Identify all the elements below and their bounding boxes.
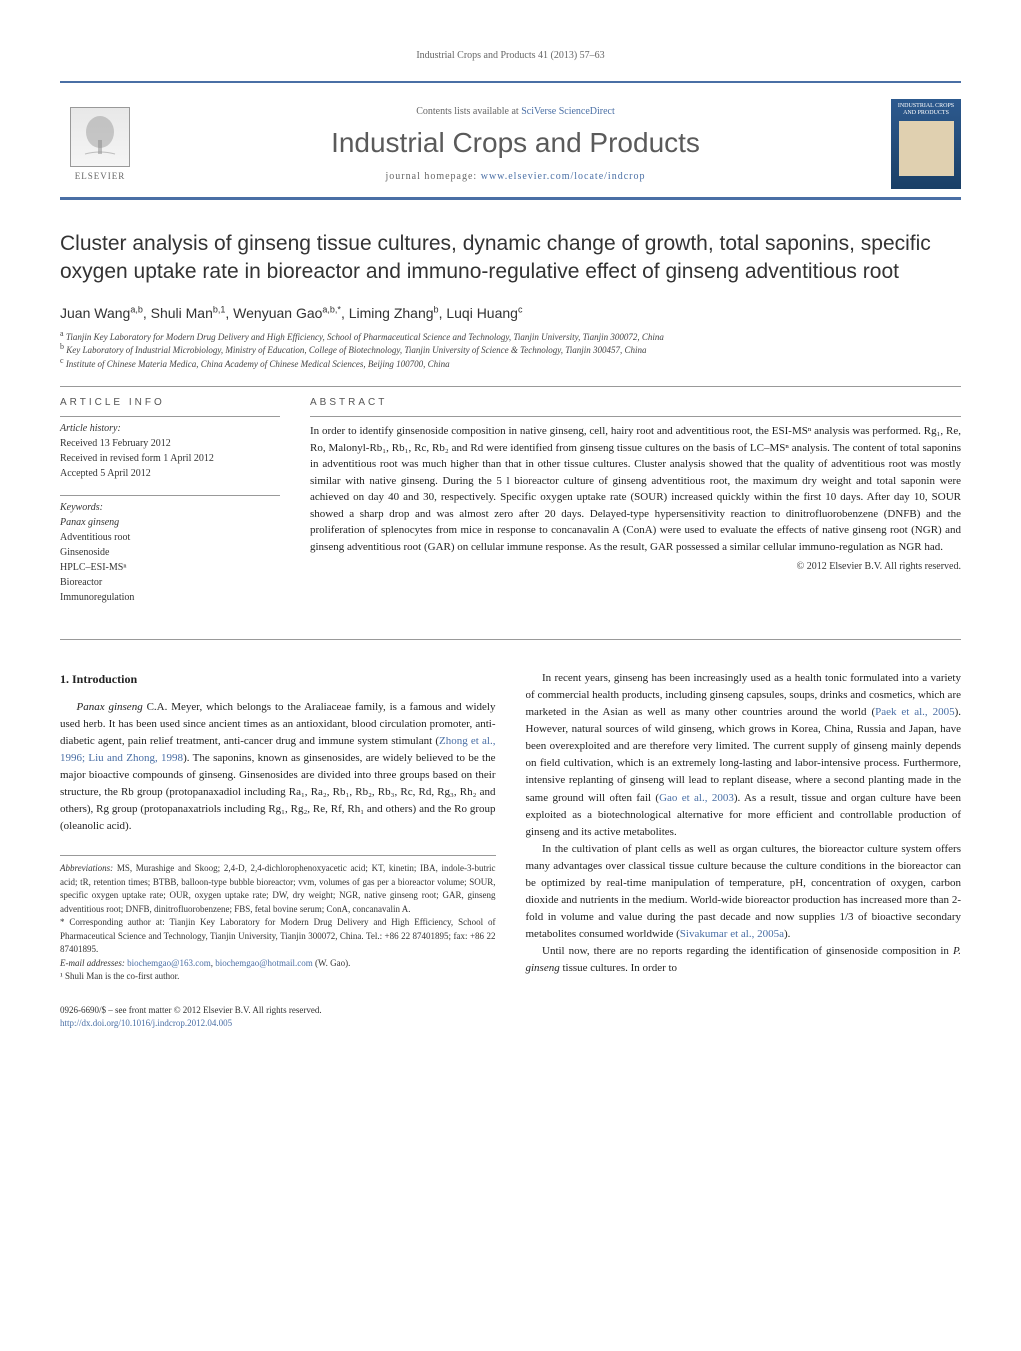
body-paragraph: In recent years, ginseng has been increa… <box>526 670 962 840</box>
divider <box>60 386 961 387</box>
journal-name: Industrial Crops and Products <box>140 127 891 159</box>
masthead: ELSEVIER Contents lists available at Sci… <box>60 91 961 198</box>
article-title: Cluster analysis of ginseng tissue cultu… <box>60 230 961 287</box>
history-line: Received 13 February 2012 <box>60 436 280 451</box>
abstract-text: In order to identify ginsenoside composi… <box>310 416 961 555</box>
contents-prefix: Contents lists available at <box>416 106 521 117</box>
email-link-1[interactable]: biochemgao@163.com <box>127 958 211 968</box>
front-matter-line: 0926-6690/$ – see front matter © 2012 El… <box>60 1004 496 1018</box>
body-paragraph: Until now, there are no reports regardin… <box>526 943 962 977</box>
abstract-heading: ABSTRACT <box>310 397 961 408</box>
history-block: Article history: Received 13 February 20… <box>60 416 280 481</box>
email-tail: (W. Gao). <box>313 958 351 968</box>
doi-link[interactable]: http://dx.doi.org/10.1016/j.indcrop.2012… <box>60 1018 232 1028</box>
divider <box>60 639 961 640</box>
affiliations: a Tianjin Key Laboratory for Modern Drug… <box>60 331 961 372</box>
history-label: Article history: <box>60 423 280 434</box>
rule-top <box>60 81 961 83</box>
keyword: Ginsenoside <box>60 545 280 560</box>
rule-bottom <box>60 198 961 200</box>
page: Industrial Crops and Products 41 (2013) … <box>0 0 1021 1081</box>
journal-homepage: journal homepage: www.elsevier.com/locat… <box>140 171 891 182</box>
abstract: ABSTRACT In order to identify ginsenosid… <box>310 397 961 619</box>
homepage-link[interactable]: www.elsevier.com/locate/indcrop <box>481 171 646 182</box>
column-left: 1. Introduction Panax ginseng C.A. Meyer… <box>60 670 496 1030</box>
cover-image-placeholder <box>899 121 954 176</box>
footnote-abbreviations: Abbreviations: MS, Murashige and Skoog; … <box>60 862 496 916</box>
history-text: Received 13 February 2012Received in rev… <box>60 436 280 481</box>
masthead-center: Contents lists available at SciVerse Sci… <box>140 106 891 182</box>
body-paragraph: Panax ginseng C.A. Meyer, which belongs … <box>60 699 496 835</box>
article-info: ARTICLE INFO Article history: Received 1… <box>60 397 280 619</box>
abbrev-text: MS, Murashige and Skoog; 2,4-D, 2,4-dich… <box>60 863 496 914</box>
keywords-block: Keywords: Panax ginsengAdventitious root… <box>60 495 280 605</box>
article-info-heading: ARTICLE INFO <box>60 397 280 408</box>
abstract-copyright: © 2012 Elsevier B.V. All rights reserved… <box>310 561 961 572</box>
email-link-2[interactable]: biochemgao@hotmail.com <box>215 958 313 968</box>
authors-line: Juan Wanga,b, Shuli Manb,1, Wenyuan Gaoa… <box>60 305 961 321</box>
keywords-label: Keywords: <box>60 502 280 513</box>
keyword: Panax ginseng <box>60 515 280 530</box>
keyword: Bioreactor <box>60 575 280 590</box>
abbrev-label: Abbreviations: <box>60 863 113 873</box>
running-header: Industrial Crops and Products 41 (2013) … <box>60 50 961 61</box>
keywords-text: Panax ginsengAdventitious rootGinsenosid… <box>60 515 280 605</box>
column-right: In recent years, ginseng has been increa… <box>526 670 962 1030</box>
publisher-name: ELSEVIER <box>75 171 126 181</box>
contents-available: Contents lists available at SciVerse Sci… <box>140 106 891 117</box>
info-abstract-row: ARTICLE INFO Article history: Received 1… <box>60 397 961 619</box>
section-heading-intro: 1. Introduction <box>60 670 496 689</box>
footnote-cofirst: ¹ Shuli Man is the co-first author. <box>60 970 496 984</box>
body-columns: 1. Introduction Panax ginseng C.A. Meyer… <box>60 670 961 1030</box>
history-line: Accepted 5 April 2012 <box>60 466 280 481</box>
keyword: Adventitious root <box>60 530 280 545</box>
homepage-prefix: journal homepage: <box>386 171 481 182</box>
footnote-email: E-mail addresses: biochemgao@163.com, bi… <box>60 957 496 971</box>
keyword: HPLC–ESI-MSⁿ <box>60 560 280 575</box>
history-line: Received in revised form 1 April 2012 <box>60 451 280 466</box>
keyword: Immunoregulation <box>60 590 280 605</box>
email-label: E-mail addresses: <box>60 958 125 968</box>
sciencedirect-link[interactable]: SciVerse ScienceDirect <box>521 106 615 117</box>
footnote-corresponding: * Corresponding author at: Tianjin Key L… <box>60 916 496 957</box>
cover-title: INDUSTRIAL CROPS AND PRODUCTS <box>895 103 957 117</box>
body-paragraph: In the cultivation of plant cells as wel… <box>526 841 962 943</box>
elsevier-tree-icon <box>70 107 130 167</box>
footnotes: Abbreviations: MS, Murashige and Skoog; … <box>60 855 496 984</box>
journal-cover-thumbnail: INDUSTRIAL CROPS AND PRODUCTS <box>891 99 961 189</box>
page-footer: 0926-6690/$ – see front matter © 2012 El… <box>60 1004 496 1031</box>
publisher-logo: ELSEVIER <box>60 99 140 189</box>
